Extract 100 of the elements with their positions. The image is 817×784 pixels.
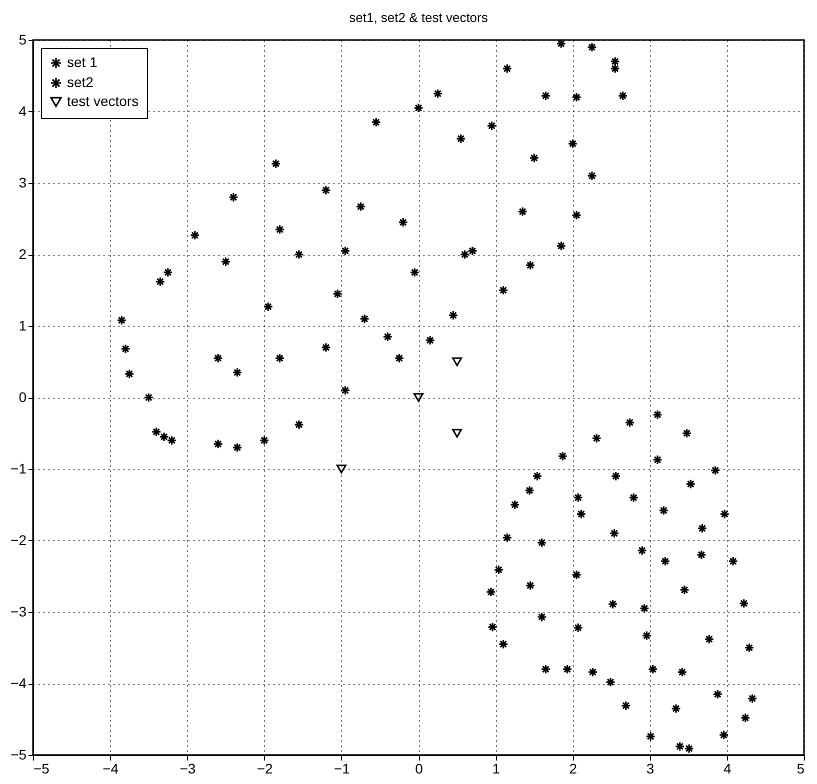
point bbox=[740, 712, 750, 723]
point bbox=[524, 485, 535, 496]
point bbox=[525, 260, 536, 270]
point bbox=[228, 192, 238, 202]
point bbox=[332, 288, 343, 299]
point bbox=[588, 667, 598, 678]
y-tick-label: 1 bbox=[18, 318, 27, 334]
point bbox=[356, 202, 366, 212]
point bbox=[747, 694, 758, 704]
point bbox=[263, 302, 274, 312]
point bbox=[425, 335, 436, 346]
point bbox=[320, 185, 331, 196]
point bbox=[371, 117, 382, 128]
point bbox=[414, 393, 424, 402]
y-tick-label: 0 bbox=[18, 389, 27, 405]
y-tick-label: −5 bbox=[10, 746, 27, 762]
point bbox=[540, 90, 551, 101]
x-tick-label: 1 bbox=[492, 760, 500, 776]
x-tick-label: −4 bbox=[102, 760, 119, 776]
y-tick-label: 2 bbox=[18, 246, 27, 262]
point bbox=[576, 509, 586, 520]
point bbox=[609, 528, 620, 538]
point bbox=[648, 664, 658, 674]
point bbox=[486, 586, 496, 597]
point bbox=[573, 622, 584, 633]
point bbox=[562, 664, 572, 674]
y-tick-label: 5 bbox=[18, 32, 27, 48]
point bbox=[572, 210, 582, 220]
x-tick-label: 3 bbox=[646, 760, 654, 776]
y-tick-label: −3 bbox=[10, 604, 27, 620]
legend-label: test vectors bbox=[67, 93, 139, 109]
point bbox=[696, 550, 706, 560]
point bbox=[720, 509, 730, 520]
point bbox=[166, 435, 177, 446]
x-tick-label: 5 bbox=[796, 760, 805, 776]
point bbox=[360, 314, 370, 324]
point bbox=[498, 639, 508, 650]
point bbox=[124, 368, 134, 379]
point bbox=[572, 92, 582, 102]
point bbox=[652, 454, 662, 465]
point bbox=[624, 418, 635, 428]
point bbox=[448, 310, 458, 320]
point bbox=[684, 744, 694, 754]
point bbox=[232, 442, 242, 453]
point bbox=[213, 438, 224, 449]
point bbox=[586, 170, 597, 181]
point bbox=[414, 102, 424, 113]
x-tick-label: −3 bbox=[180, 760, 196, 776]
point bbox=[718, 730, 729, 740]
point bbox=[658, 505, 669, 516]
point bbox=[652, 410, 662, 420]
y-tick-label: 4 bbox=[18, 103, 27, 119]
x-tick-label: 4 bbox=[724, 760, 732, 776]
point bbox=[494, 564, 504, 575]
point bbox=[159, 432, 170, 442]
point bbox=[573, 492, 584, 503]
point bbox=[518, 206, 528, 217]
point bbox=[382, 332, 393, 342]
point bbox=[502, 64, 512, 74]
legend-label: set 1 bbox=[67, 54, 98, 70]
point bbox=[510, 500, 520, 510]
point bbox=[320, 342, 331, 352]
point bbox=[592, 433, 602, 444]
x-tick-label: 0 bbox=[415, 760, 424, 776]
y-tick-label: −1 bbox=[10, 460, 27, 476]
point bbox=[525, 580, 536, 591]
point bbox=[540, 664, 551, 674]
point bbox=[294, 250, 304, 260]
point bbox=[432, 88, 443, 99]
point bbox=[151, 426, 162, 437]
point bbox=[637, 546, 648, 556]
chart-title: set1, set2 & test vectors bbox=[349, 10, 488, 25]
point bbox=[502, 532, 512, 543]
point bbox=[674, 741, 685, 752]
point bbox=[529, 152, 540, 163]
point bbox=[610, 471, 621, 482]
point bbox=[642, 630, 652, 641]
legend-label: set2 bbox=[67, 74, 94, 90]
point bbox=[532, 471, 542, 482]
point bbox=[610, 56, 620, 66]
point bbox=[704, 634, 714, 644]
point bbox=[628, 492, 639, 503]
point bbox=[671, 704, 681, 714]
point bbox=[259, 435, 270, 446]
point bbox=[410, 267, 420, 278]
point bbox=[394, 353, 404, 364]
point bbox=[340, 385, 350, 396]
point bbox=[728, 556, 738, 566]
point bbox=[336, 464, 346, 474]
point bbox=[452, 357, 462, 366]
point bbox=[220, 256, 231, 267]
point bbox=[536, 612, 547, 622]
x-tick-label: −1 bbox=[334, 760, 350, 776]
point bbox=[572, 570, 582, 580]
point bbox=[697, 523, 708, 534]
point bbox=[116, 315, 127, 326]
point bbox=[586, 42, 597, 52]
point bbox=[190, 230, 200, 240]
point bbox=[618, 90, 628, 101]
x-tick-label: 2 bbox=[569, 760, 578, 776]
